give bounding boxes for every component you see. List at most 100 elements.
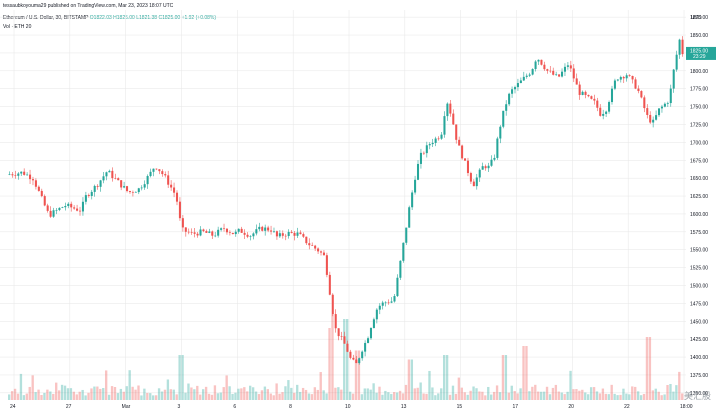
candle-body	[246, 234, 249, 237]
volume-bar	[325, 393, 328, 400]
volume-bar	[137, 385, 140, 400]
candle-body	[302, 234, 305, 237]
volume-bar	[237, 388, 240, 400]
candle-body	[264, 227, 267, 231]
candle-body	[278, 233, 281, 237]
candle-body	[305, 236, 308, 244]
volume-bar	[572, 389, 575, 400]
volume-bar	[69, 388, 73, 400]
candle-body	[117, 178, 120, 181]
candle-body	[167, 175, 170, 185]
volume-bar	[49, 391, 52, 400]
volume-bar	[66, 388, 70, 400]
candle-body	[681, 39, 684, 55]
candle-body	[299, 232, 302, 235]
volume-bar	[72, 391, 76, 400]
candlesticks	[8, 36, 684, 365]
volume-bar	[310, 394, 314, 400]
volume-bar	[681, 393, 684, 400]
volume-bar	[569, 370, 572, 400]
candle-body	[649, 114, 652, 123]
volume-bar	[519, 388, 522, 400]
candle-body	[164, 174, 167, 176]
candle-body	[428, 144, 431, 146]
volume-bar	[513, 391, 516, 400]
volume-bar	[90, 388, 93, 400]
volume-bar	[560, 392, 563, 400]
price-axis[interactable]: 1875.00 1850.00 1825.00 1800.00 1775.00 1750.…	[690, 15, 708, 397]
candle-body	[187, 231, 190, 233]
volume-bar	[119, 388, 123, 400]
candle-body	[131, 192, 134, 193]
volume-bar	[16, 393, 20, 400]
candle-body	[619, 77, 622, 80]
x-tick-label: 15	[457, 404, 463, 410]
candle-body	[587, 94, 590, 97]
y-tick-label: 1875.00	[690, 15, 708, 21]
volume-bar	[581, 389, 584, 400]
candle-body	[475, 177, 478, 187]
time-axis[interactable]: 24 27 Mar 3 6 8 10 13 15 17 20 22 18:00	[10, 404, 693, 410]
candle-body	[660, 106, 663, 109]
volume-bar	[160, 391, 164, 400]
candle-body	[369, 327, 373, 339]
candle-body	[396, 277, 399, 297]
candle-body	[208, 231, 211, 233]
volume-bar	[301, 387, 305, 400]
volume-bar	[340, 389, 343, 400]
volume-bar	[228, 386, 231, 400]
candle-body	[196, 233, 199, 236]
candle-body	[322, 252, 325, 256]
candle-body	[464, 158, 467, 161]
volume-bar	[216, 393, 220, 400]
candle-body	[516, 83, 519, 88]
y-tick-label: 1800.00	[690, 69, 708, 75]
volume-legend[interactable]: Vol · ETH 20	[3, 24, 32, 30]
candle-body	[446, 103, 449, 117]
volume-bar	[607, 394, 610, 400]
volume-bar	[601, 388, 605, 400]
volume-bar	[122, 391, 125, 400]
symbol-name[interactable]: Ethereum / U.S. Dollar, 30, BITSTAMP	[3, 15, 89, 21]
candle-body	[81, 201, 84, 212]
volume-bar	[275, 383, 278, 400]
volume-bar	[331, 314, 334, 400]
volume-bar	[163, 389, 167, 400]
candle-body	[422, 152, 425, 154]
candle-body	[284, 235, 287, 237]
volume-bar	[351, 393, 355, 400]
candle-body	[593, 98, 596, 101]
ohlc-high: H1825.00	[113, 15, 135, 21]
candle-body	[317, 248, 320, 252]
candle-body	[120, 180, 123, 188]
candle-body	[181, 218, 184, 228]
volume-bar	[25, 393, 28, 400]
y-tick-label: 1400.00	[690, 355, 708, 361]
volume-bar	[28, 386, 31, 400]
candle-body	[408, 207, 411, 228]
volume-bar	[422, 393, 425, 400]
volume-bar	[495, 385, 499, 400]
candle-body	[178, 201, 181, 219]
candle-body	[272, 231, 276, 232]
volume-bar	[401, 393, 405, 400]
candle-body	[549, 70, 552, 72]
y-tick-label: 1850.00	[690, 33, 708, 39]
volume-bar	[475, 388, 478, 400]
candle-body	[355, 359, 358, 364]
candle-body	[290, 231, 293, 233]
volume-bar	[210, 394, 214, 400]
volume-bar	[234, 392, 237, 400]
volume-bar	[528, 391, 531, 400]
volume-bar	[254, 391, 258, 400]
volume-bar	[8, 394, 11, 400]
y-tick-label: 1525.00	[690, 266, 708, 272]
candle-body	[346, 343, 349, 352]
candle-body	[319, 251, 323, 253]
volume-bar	[116, 393, 120, 400]
volume-bar	[554, 384, 558, 400]
candle-body	[628, 75, 631, 76]
y-tick-label: 1700.00	[690, 140, 708, 146]
volume-bar	[531, 386, 534, 400]
